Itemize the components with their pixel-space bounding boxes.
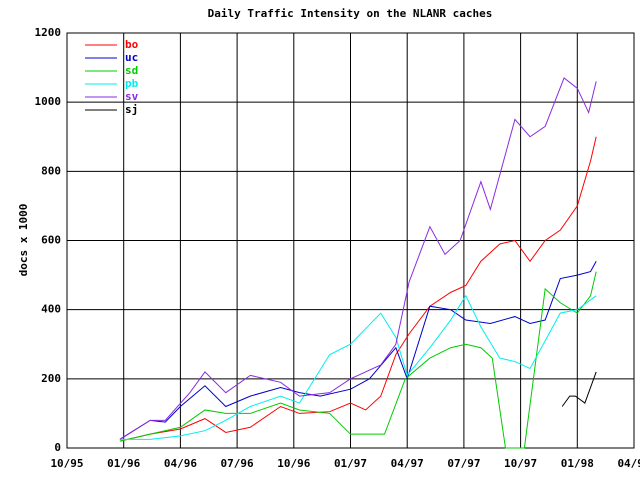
x-tick-label: 01/97 bbox=[334, 457, 367, 470]
x-tick-label: 04/98 bbox=[617, 457, 640, 470]
y-tick-label: 600 bbox=[41, 234, 61, 247]
y-tick-label: 200 bbox=[41, 372, 61, 385]
series-line bbox=[119, 294, 597, 440]
y-tick-label: 1200 bbox=[35, 26, 62, 39]
legend-label: sd bbox=[125, 64, 138, 77]
x-tick-label: 07/96 bbox=[221, 457, 254, 470]
series-line bbox=[561, 371, 597, 407]
x-tick-label: 04/97 bbox=[391, 457, 424, 470]
chart-title: Daily Traffic Intensity on the NLANR cac… bbox=[208, 7, 493, 20]
series-line bbox=[119, 136, 597, 442]
x-tick-label: 10/96 bbox=[277, 457, 310, 470]
legend-label: bo bbox=[125, 38, 139, 51]
y-axis-label: docs x 1000 bbox=[17, 204, 30, 277]
legend-label: uc bbox=[125, 51, 138, 64]
x-tick-label: 01/98 bbox=[561, 457, 594, 470]
series-line bbox=[119, 77, 597, 440]
series-line bbox=[119, 271, 597, 449]
series-line bbox=[119, 261, 597, 440]
y-tick-label: 1000 bbox=[35, 95, 62, 108]
x-tick-label: 07/97 bbox=[447, 457, 480, 470]
x-tick-label: 10/95 bbox=[50, 457, 83, 470]
legend-label: sv bbox=[125, 90, 139, 103]
x-tick-label: 04/96 bbox=[164, 457, 197, 470]
y-tick-label: 800 bbox=[41, 164, 61, 177]
x-tick-label: 10/97 bbox=[504, 457, 537, 470]
legend-label: sj bbox=[125, 103, 138, 116]
x-tick-label: 01/96 bbox=[107, 457, 140, 470]
y-tick-label: 0 bbox=[54, 441, 61, 454]
legend-label: pb bbox=[125, 77, 139, 90]
y-tick-label: 400 bbox=[41, 303, 61, 316]
